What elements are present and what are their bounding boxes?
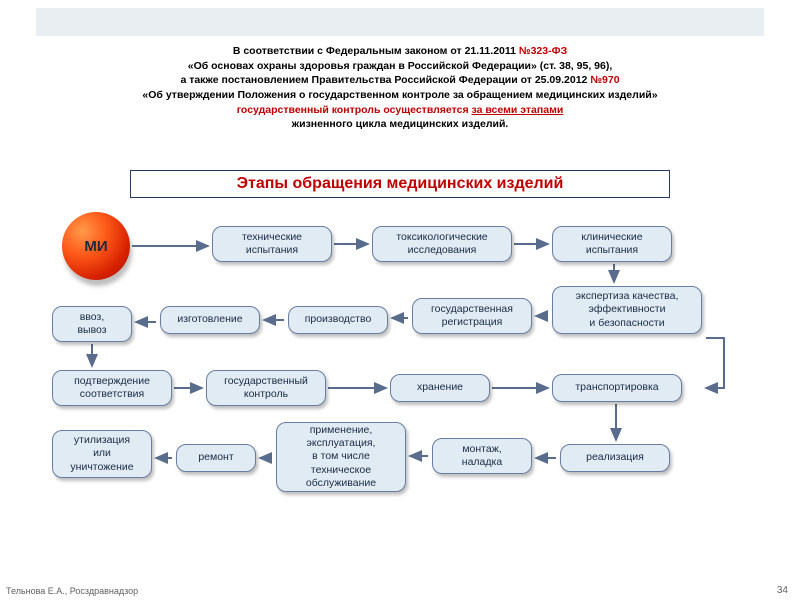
node-transport: транспортировка xyxy=(552,374,682,402)
node-manufacture: изготовление xyxy=(160,306,260,334)
node-conformity: подтверждениесоответствия xyxy=(52,370,172,406)
node-production: производство xyxy=(288,306,388,334)
stages-title: Этапы обращения медицинских изделий xyxy=(130,170,670,198)
hdr-l2: «Об основах охраны здоровья граждан в Ро… xyxy=(188,60,613,72)
hdr-l1-pre: В соответствии с Федеральным законом от … xyxy=(233,45,519,57)
node-install: монтаж,наладка xyxy=(432,438,532,474)
node-operation: применение,эксплуатация,в том числетехни… xyxy=(276,422,406,492)
node-registration: государственнаярегистрация xyxy=(412,298,532,334)
node-tech_tests: техническиеиспытания xyxy=(212,226,332,262)
hdr-l5-red: государственный контроль осуществляется xyxy=(237,104,472,116)
node-repair: ремонт xyxy=(176,444,256,472)
hdr-l3-red: №970 xyxy=(590,74,619,86)
node-tox_studies: токсикологическиеисследования xyxy=(372,226,512,262)
page-number: 34 xyxy=(777,585,788,596)
header-text: В соответствии с Федеральным законом от … xyxy=(40,44,760,132)
footer-author: Тельнова Е.А., Росздравнадзор xyxy=(6,586,138,596)
hdr-l3-pre: а также постановлением Правительства Рос… xyxy=(180,74,590,86)
node-clin_tests: клиническиеиспытания xyxy=(552,226,672,262)
mi-label: МИ xyxy=(84,238,107,255)
hdr-l4: «Об утверждении Положения о государствен… xyxy=(142,89,657,101)
mi-sphere: МИ xyxy=(62,212,130,280)
hdr-l1-red: №323-ФЗ xyxy=(519,45,567,57)
top-band xyxy=(36,8,764,36)
node-gov_control: государственныйконтроль xyxy=(206,370,326,406)
hdr-l5-u: за всеми этапами xyxy=(472,104,564,116)
node-disposal: утилизацияилиуничтожение xyxy=(52,430,152,478)
node-import_export: ввоз,вывоз xyxy=(52,306,132,342)
hdr-l6: жизненного цикла медицинских изделий. xyxy=(292,118,509,130)
node-storage: хранение xyxy=(390,374,490,402)
node-realization: реализация xyxy=(560,444,670,472)
node-expertise: экспертиза качества,эффективностии безоп… xyxy=(552,286,702,334)
